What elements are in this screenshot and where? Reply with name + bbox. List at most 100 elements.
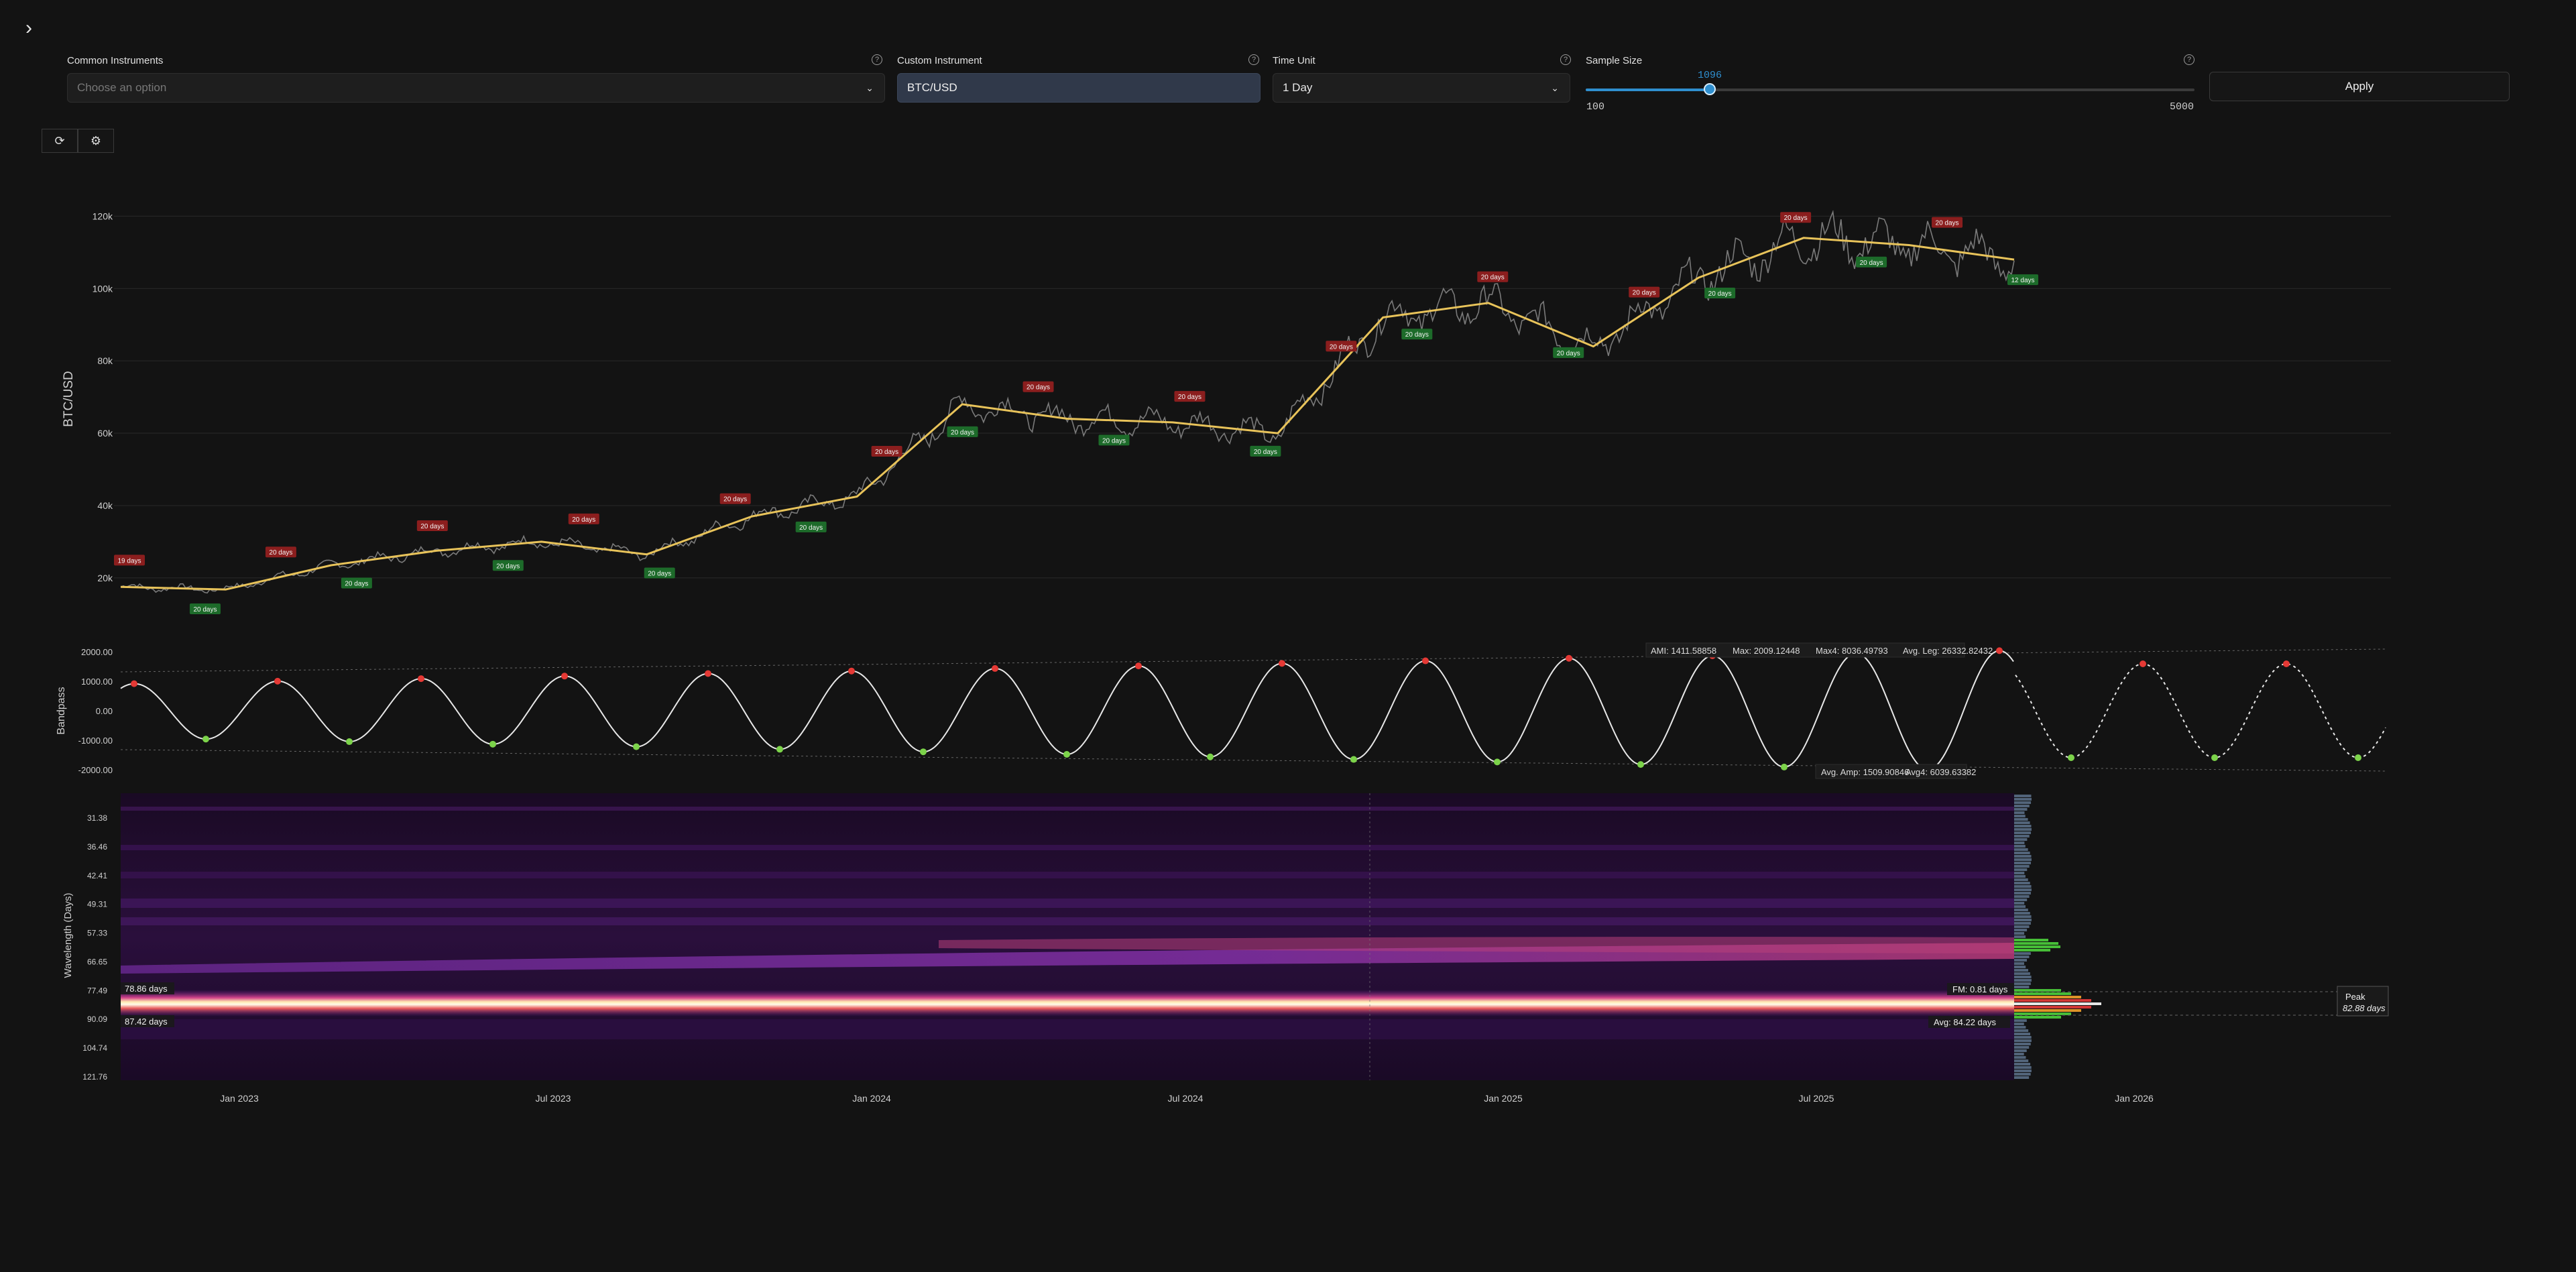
- svg-text:20 days: 20 days: [269, 549, 292, 557]
- spectrum-bar: [2014, 979, 2032, 982]
- bandpass-trough-marker: [1350, 756, 1357, 763]
- svg-text:20 days: 20 days: [799, 524, 823, 532]
- bandpass-wave: [120, 647, 2386, 773]
- peak-title: Peak: [2345, 992, 2365, 1002]
- spectrum-bar: [2014, 976, 2032, 978]
- bandpass-trough-marker: [1063, 750, 1070, 758]
- svg-text:20 days: 20 days: [496, 563, 520, 570]
- sample-size-slider-track[interactable]: [1586, 89, 2194, 91]
- spectrum-bar: [2014, 872, 2025, 874]
- time-unit-select[interactable]: 1 Day ⌄: [1273, 73, 1570, 103]
- trough-cycle-label: 20 days: [341, 577, 372, 589]
- spectrum-bar: [2014, 835, 2030, 837]
- spectrum-bar: [2014, 865, 2030, 868]
- trough-cycle-label: 12 days: [2007, 274, 2038, 286]
- svg-text:20 days: 20 days: [1557, 350, 1580, 357]
- spectrogram-heatmap: [121, 793, 2014, 1080]
- bandpass-peak-marker: [1422, 657, 1429, 664]
- spectrum-bar: [2014, 982, 2031, 985]
- custom-instrument-label: Custom Instrument: [897, 55, 982, 66]
- bandpass-peak-marker: [2140, 660, 2146, 667]
- spectrum-bar: [2014, 935, 2026, 938]
- chevron-right-icon[interactable]: ›: [25, 17, 32, 39]
- peak-cycle-label: 20 days: [416, 520, 448, 531]
- price-y-tick: 80k: [97, 355, 113, 366]
- peak-cycle-label: 20 days: [265, 546, 296, 558]
- common-instruments-placeholder: Choose an option: [77, 81, 167, 94]
- help-icon[interactable]: ?: [1248, 54, 1259, 65]
- legend-avg-leg: Avg. Leg: 26332.82432: [1903, 646, 1993, 656]
- spectrum-bar: [2014, 828, 2032, 831]
- help-icon[interactable]: ?: [1560, 54, 1571, 65]
- spectrum-bar: [2014, 996, 2081, 998]
- legend-avg-amp: Avg. Amp: 1509.90846: [1821, 767, 1909, 777]
- bandpass-peak-marker: [705, 670, 711, 677]
- spectrogram-y-tick: 104.74: [82, 1043, 107, 1053]
- apply-button[interactable]: Apply: [2209, 72, 2510, 101]
- svg-text:20 days: 20 days: [193, 606, 217, 614]
- spectrum-bar: [2014, 939, 2048, 941]
- x-axis: Jan 2023 Jul 2023 Jan 2024 Jul 2024 Jan 2025…: [220, 1093, 2154, 1104]
- price-y-axis-label: BTC/USD: [62, 371, 76, 426]
- legend-max4: Max4: 8036.49793: [1816, 646, 1888, 656]
- price-y-axis: 20k 40k 60k 80k 100k 120k: [93, 211, 113, 583]
- spectrum-bar: [2014, 986, 2030, 988]
- legend-aml: AMI: 1411.58858: [1651, 646, 1716, 656]
- spectrum-bar: [2014, 952, 2031, 955]
- bandpass-peak-marker: [1279, 660, 1285, 667]
- trough-cycle-label: 20 days: [644, 567, 675, 579]
- price-y-tick: 100k: [93, 283, 113, 294]
- trough-cycle-label: 20 days: [1401, 329, 1433, 340]
- spectrum-bar: [2014, 878, 2028, 881]
- marker-upper-text: 78.86 days: [125, 984, 168, 994]
- svg-text:20 days: 20 days: [345, 581, 368, 588]
- bandpass-peak-marker: [1996, 647, 2003, 654]
- spectrum-bar: [2014, 932, 2025, 935]
- bandpass-trough-marker: [2355, 754, 2361, 761]
- spectrogram-y-tick: 121.76: [82, 1072, 107, 1082]
- spectrum-bar: [2014, 992, 2071, 995]
- peak-cycle-label: 20 days: [1174, 391, 1206, 402]
- spectrum-bar: [2014, 858, 2032, 861]
- spectrogram-y-tick: 36.46: [87, 842, 107, 852]
- svg-text:20 days: 20 days: [1708, 290, 1732, 298]
- common-instruments-select[interactable]: Choose an option ⌄: [67, 73, 885, 103]
- spectrum-bar: [2014, 862, 2031, 864]
- spectrum-bar: [2014, 895, 2030, 898]
- price-series: [120, 209, 2015, 594]
- refresh-icon[interactable]: ⟳: [42, 129, 78, 153]
- spectrum-bar: [2014, 962, 2024, 965]
- svg-text:20 days: 20 days: [1784, 215, 1808, 222]
- spectrum-bar: [2014, 1023, 2024, 1025]
- spectrogram-y-tick: 66.65: [87, 957, 107, 966]
- spectrum-bar: [2014, 969, 2028, 972]
- bandpass-trough-marker: [776, 746, 783, 753]
- custom-instrument-input[interactable]: BTC/USD: [897, 73, 1261, 103]
- spectrum-bar: [2014, 902, 2025, 905]
- spectrogram-y-axis: 31.38 36.46 42.41 49.31 57.33 66.65 77.49 90.09…: [82, 813, 107, 1082]
- lower-envelope: [120, 749, 2388, 772]
- spectrum-bar: [2014, 1019, 2027, 1022]
- svg-text:20 days: 20 days: [1633, 290, 1656, 297]
- gear-icon[interactable]: ⚙: [78, 129, 114, 153]
- spectrum-bar: [2014, 875, 2026, 878]
- sample-size-slider-thumb[interactable]: [1703, 83, 1716, 95]
- help-icon[interactable]: ?: [2184, 54, 2194, 65]
- help-icon[interactable]: ?: [872, 54, 882, 65]
- spectrum-bar: [2014, 1036, 2032, 1039]
- trough-cycle-label: 20 days: [1704, 287, 1736, 298]
- avg-label: Avg: 84.22 days: [1928, 1016, 2010, 1028]
- peak-cycle-label: 20 days: [1477, 271, 1509, 282]
- spectrum-bar: [2014, 915, 2032, 918]
- time-unit-label: Time Unit: [1273, 55, 1315, 66]
- svg-text:19 days: 19 days: [117, 557, 141, 565]
- spectrum-bar: [2014, 1076, 2030, 1079]
- trough-cycle-label: 20 days: [492, 560, 524, 571]
- common-instruments-label: Common Instruments: [67, 55, 164, 66]
- spectrogram-y-axis-label: Wavelength (Days): [62, 893, 74, 978]
- spectrum-bar: [2014, 1043, 2031, 1045]
- spectrum-bar: [2014, 925, 2030, 928]
- bandpass-peak-marker: [2283, 660, 2290, 667]
- trough-cycle-label: 20 days: [189, 603, 221, 615]
